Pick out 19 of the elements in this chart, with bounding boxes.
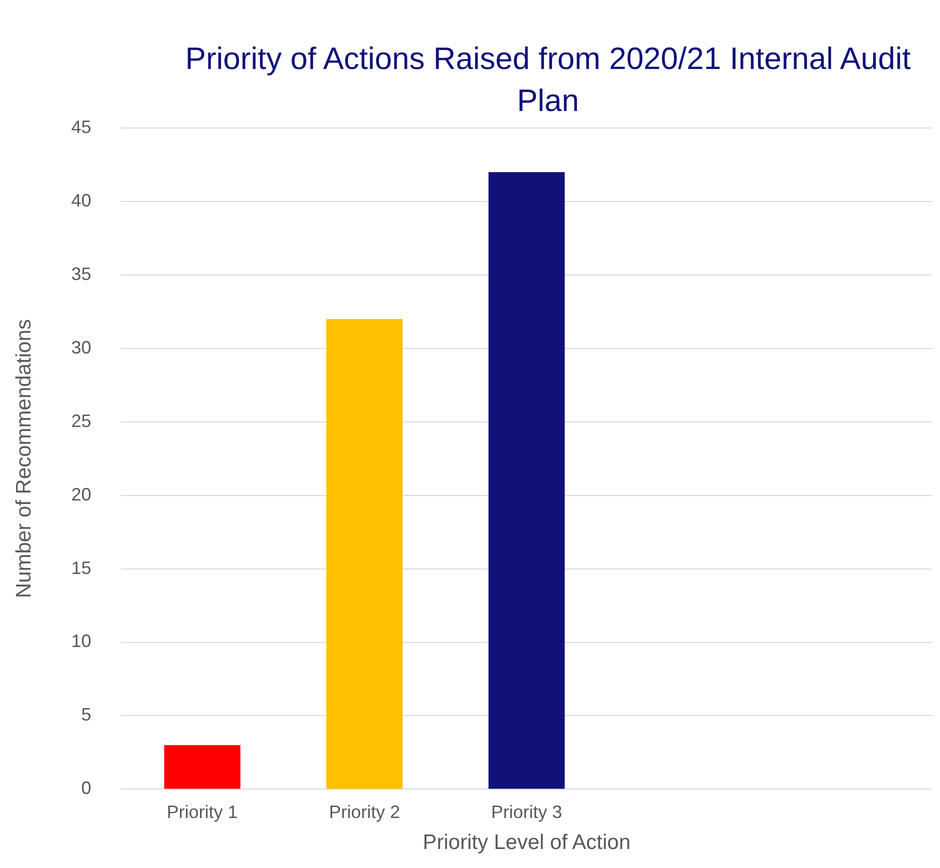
bar: [326, 319, 403, 789]
y-tick-label: 35: [71, 264, 92, 284]
y-tick-label: 40: [71, 190, 92, 210]
x-tick-label: Priority 3: [491, 802, 562, 822]
y-tick-label: 20: [71, 484, 92, 504]
bar: [488, 172, 565, 789]
y-tick-label: 5: [81, 704, 92, 725]
x-tick-label: Priority 2: [328, 802, 400, 822]
y-tick-label: 30: [71, 337, 92, 358]
y-tick-label: 0: [81, 778, 92, 798]
y-axis-title: Number of Recommendations: [12, 319, 36, 598]
y-tick-label: 10: [71, 631, 92, 652]
y-tick-label: 15: [71, 558, 92, 578]
bar: [164, 745, 240, 789]
y-tick-label: 45: [71, 116, 92, 137]
chart-title: Priority of Actions Raised from 2020/21 Internal Audit Plan: [184, 40, 912, 120]
y-tick-label: 25: [71, 410, 92, 431]
x-tick-label: Priority 1: [166, 802, 238, 822]
x-axis-title: Priority Level of Action: [422, 831, 630, 854]
